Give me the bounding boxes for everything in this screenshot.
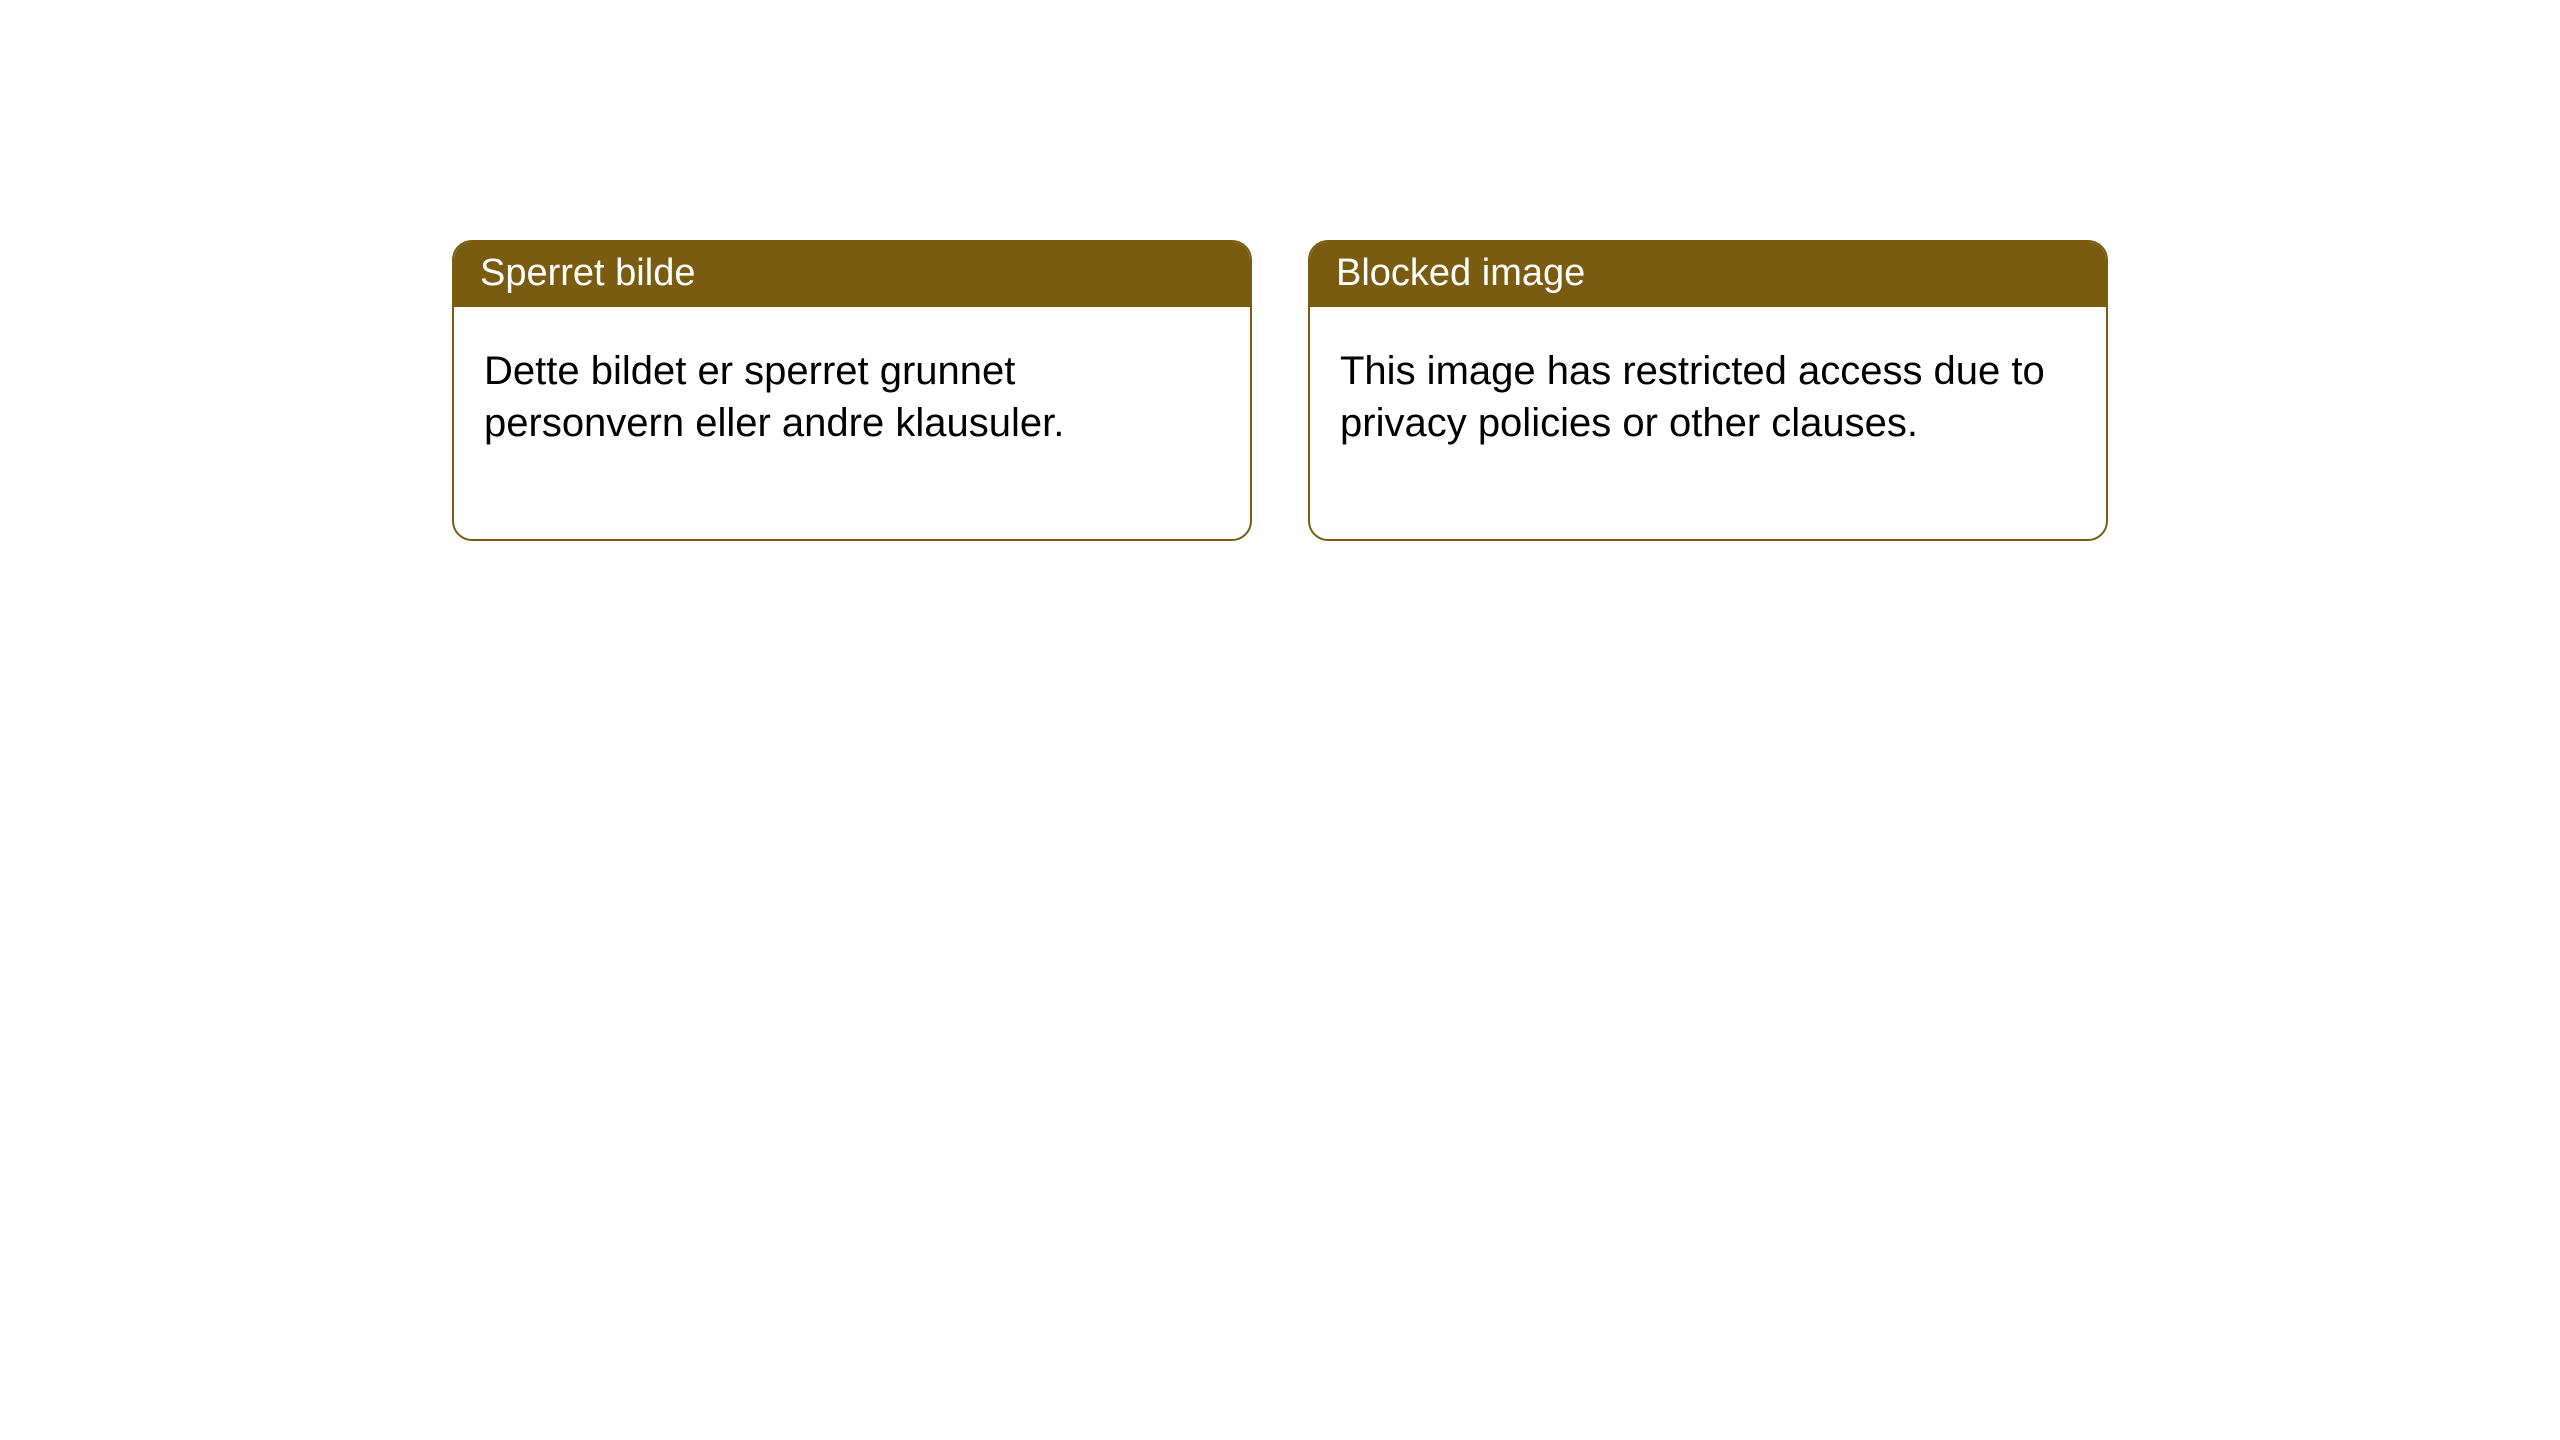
card-header: Sperret bilde (454, 242, 1250, 307)
notice-card-en: Blocked image This image has restricted … (1308, 240, 2108, 541)
card-header: Blocked image (1310, 242, 2106, 307)
card-body: This image has restricted access due to … (1310, 307, 2106, 539)
card-body: Dette bildet er sperret grunnet personve… (454, 307, 1250, 539)
notice-card-no: Sperret bilde Dette bildet er sperret gr… (452, 240, 1252, 541)
notice-cards-container: Sperret bilde Dette bildet er sperret gr… (452, 240, 2108, 541)
